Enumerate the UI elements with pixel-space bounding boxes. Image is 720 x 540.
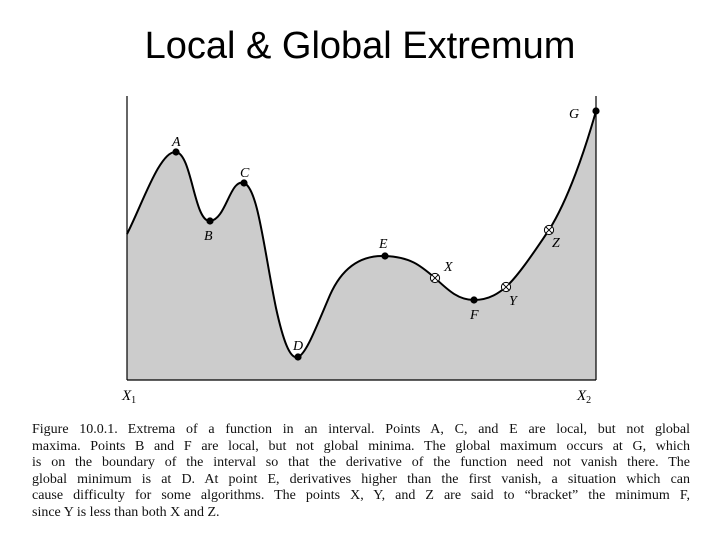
label-z: Z	[552, 236, 560, 251]
label-x1: X1	[121, 388, 136, 406]
point-x-marker	[429, 272, 441, 284]
point-a-marker	[172, 148, 180, 156]
caption-figure-label: Figure 10.0.1.	[32, 422, 118, 437]
function-curve	[126, 110, 597, 359]
label-x2-main: X	[576, 388, 587, 404]
label-x2: X2	[576, 388, 591, 406]
caption-line-1-text: Extrema of a function in an interval. Po…	[127, 422, 690, 437]
label-x1-main: X	[121, 388, 132, 404]
label-y: Y	[509, 294, 519, 309]
slide-title: Local & Global Extremum	[144, 25, 576, 67]
caption-line-3: is on the boundary of the interval so th…	[32, 455, 690, 471]
label-a: A	[171, 135, 181, 150]
label-x1-sub: 1	[131, 395, 136, 406]
caption-line-4: global minimum is at D. At point E, deri…	[32, 471, 690, 487]
label-e: E	[378, 237, 388, 252]
label-g: G	[569, 107, 579, 122]
label-f: F	[469, 308, 479, 323]
shaded-area	[127, 111, 596, 380]
point-f-marker	[470, 296, 478, 304]
point-e-marker	[381, 252, 389, 260]
figure-caption: Figure 10.0.1. Extrema of a function in a…	[32, 422, 690, 522]
label-x2-sub: 2	[586, 395, 591, 406]
point-z-marker	[543, 224, 555, 236]
label-d: D	[292, 339, 303, 354]
label-x: X	[443, 260, 453, 275]
point-d-marker	[294, 353, 302, 361]
caption-line-1: Figure 10.0.1. Extrema of a function in a…	[32, 422, 690, 439]
label-c: C	[240, 166, 250, 181]
point-b-marker	[206, 217, 214, 225]
caption-line-6: since Y is less than both X and Z.	[32, 504, 220, 520]
caption-line-5: cause difficulty for some algorithms. Th…	[32, 488, 690, 504]
point-c-marker	[240, 179, 248, 187]
point-g-marker	[592, 107, 600, 115]
point-y-marker	[500, 281, 512, 293]
caption-line-2: maxima. Points B and F are local, but no…	[32, 438, 690, 454]
label-b: B	[204, 229, 213, 244]
